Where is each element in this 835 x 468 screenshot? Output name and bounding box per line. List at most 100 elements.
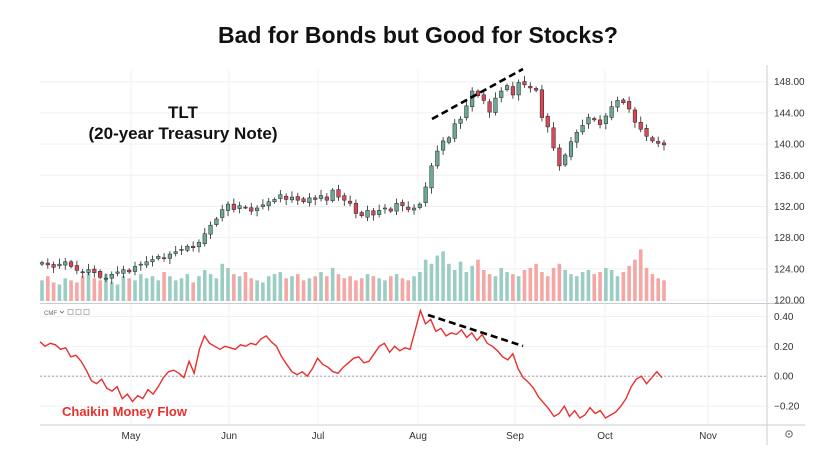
candle-body [167, 253, 172, 259]
volume-bar [522, 270, 527, 301]
close-icon[interactable] [83, 309, 90, 315]
volume-bar [272, 274, 277, 301]
candle-body [371, 210, 376, 216]
candle-body [202, 233, 207, 244]
price-y-tick-label: 132.00 [774, 202, 805, 213]
volume-bar [261, 282, 265, 301]
candle-body [568, 141, 574, 157]
price-y-tick-label: 148.00 [774, 77, 805, 88]
volume-bar [656, 278, 660, 301]
candle-body [545, 115, 550, 128]
candle-body [598, 119, 603, 125]
candle-body [493, 97, 498, 113]
volume-bar [359, 278, 364, 301]
volume-bar [156, 280, 161, 301]
cmf-line [39, 308, 663, 419]
candle-body [109, 274, 114, 279]
volume-bar [51, 282, 56, 301]
volume-bar [214, 278, 219, 301]
candle-body [69, 261, 74, 267]
volume-bar [400, 278, 405, 301]
volume-bar [458, 261, 463, 301]
volume-bar [423, 259, 428, 301]
price-y-tick-label: 140.00 [774, 140, 805, 151]
candle-body [481, 94, 486, 101]
candle-body [638, 121, 643, 130]
volume-bar [569, 274, 573, 301]
candle-body [539, 89, 544, 118]
chevron-down-icon[interactable] [59, 310, 65, 314]
candle-body [173, 251, 178, 254]
candle-body [266, 201, 271, 207]
settings-small-icon[interactable] [75, 309, 82, 315]
grid [40, 70, 767, 424]
volume-bar [40, 280, 44, 301]
volume-bar [266, 276, 271, 301]
candle-body [365, 210, 370, 218]
volume-bar [185, 274, 190, 301]
candle-body [411, 207, 417, 211]
volume-bar [528, 267, 533, 301]
volume-bar [481, 270, 486, 301]
volume-bar [371, 276, 376, 301]
candle-body [621, 99, 626, 103]
candle-body [98, 271, 103, 278]
volume-bar [650, 274, 655, 301]
volume-bar [92, 278, 97, 301]
candle-body [179, 249, 184, 251]
candle-body [80, 271, 85, 274]
gear-icon[interactable] [785, 430, 793, 438]
eye-icon[interactable] [67, 309, 74, 315]
volume-bar [197, 276, 201, 301]
candle-body [632, 109, 637, 123]
candle-body [563, 154, 568, 166]
volume-bar [313, 276, 318, 301]
candle-body [272, 199, 277, 203]
candle-body [452, 123, 457, 139]
cmf-y-tick-label: 0.00 [774, 372, 794, 383]
candle-body [603, 115, 608, 124]
volume-bar [208, 274, 213, 301]
volume-bar [144, 278, 149, 301]
volume-bar [98, 280, 102, 301]
volume-bar [516, 276, 521, 301]
cmf-legend-label: Chaikin Money Flow [62, 404, 188, 419]
candle-body [609, 106, 614, 118]
tlt-annotation-line1: TLT [168, 103, 199, 122]
candle-body [278, 194, 283, 199]
x-tick-label: Jun [221, 431, 237, 442]
cmf-indicator-tag[interactable]: CMF [44, 309, 90, 318]
candle-body [516, 82, 521, 96]
candle-body [423, 186, 428, 203]
candle-body [656, 141, 661, 144]
candle-body [284, 195, 289, 200]
volume-bar [191, 282, 195, 301]
price-y-tick-label: 120.00 [774, 296, 805, 307]
candle-body [528, 85, 533, 89]
candle-body [318, 195, 324, 199]
volume-bar [511, 274, 515, 301]
volume-bar [638, 249, 643, 301]
volume-bar [580, 272, 585, 301]
price-panel [40, 70, 767, 303]
candle-body [39, 262, 45, 265]
cmf-y-tick-label: 0.40 [774, 312, 794, 323]
volume-bar [441, 251, 445, 301]
volume-bar [290, 276, 294, 301]
volume-bar [406, 280, 411, 301]
candle-body [487, 101, 492, 113]
candle-body [57, 263, 62, 267]
candle-body [359, 212, 364, 217]
volume-bar [464, 272, 469, 301]
volume-bar [499, 267, 504, 301]
volume-bar [557, 263, 562, 301]
volume-bar [80, 276, 85, 301]
volume-bar [325, 276, 329, 301]
volume-bar [383, 280, 387, 301]
volume-bar [104, 274, 108, 301]
candle-body [429, 165, 434, 189]
volume-bar [86, 272, 91, 301]
volume-bar [435, 255, 440, 301]
volume-bar [202, 270, 207, 301]
volume-bar [139, 274, 143, 301]
